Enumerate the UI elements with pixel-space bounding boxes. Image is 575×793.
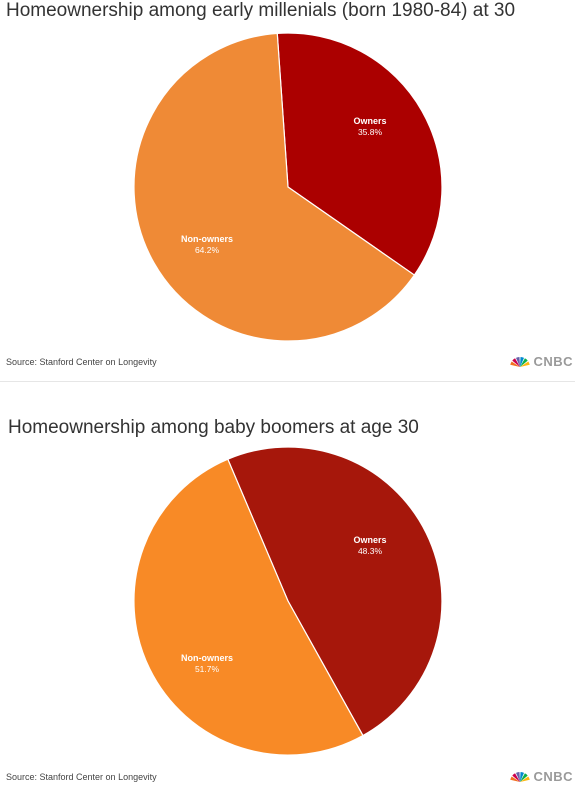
slice-value-label: 64.2% xyxy=(195,245,220,255)
peacock-feather xyxy=(520,361,531,367)
brand-logo: CNBC xyxy=(510,769,573,784)
peacock-feather xyxy=(520,772,525,782)
slice-label: Non-owners xyxy=(181,653,233,663)
chart-panel-boomers: Homeownership among baby boomers at age … xyxy=(0,405,575,793)
brand-logo: CNBC xyxy=(510,354,573,369)
slice-label: Non-owners xyxy=(181,234,233,244)
peacock-icon xyxy=(510,772,531,782)
pie-slice-non-owners xyxy=(133,32,416,342)
peacock-feather xyxy=(520,776,531,782)
peacock-feather xyxy=(512,773,521,782)
peacock-feather xyxy=(516,772,521,782)
slice-label: Owners xyxy=(353,535,386,545)
chart-title: Homeownership among early millenials (bo… xyxy=(6,0,516,21)
peacock-feather xyxy=(520,358,529,367)
slice-label: Owners xyxy=(353,116,386,126)
brand-name: CNBC xyxy=(533,769,573,784)
pie-slice-owners xyxy=(276,32,443,276)
chart-panel-millenials: Homeownership among early millenials (bo… xyxy=(0,0,575,380)
divider xyxy=(0,381,575,382)
peacock-icon xyxy=(510,357,531,367)
peacock-feather xyxy=(510,361,521,367)
peacock-feather xyxy=(520,773,529,782)
peacock-feather xyxy=(516,357,521,367)
source-note: Source: Stanford Center on Longevity xyxy=(6,772,157,782)
peacock-feather xyxy=(510,776,521,782)
chart-title: Homeownership among baby boomers at age … xyxy=(8,417,419,438)
slice-value-label: 48.3% xyxy=(358,546,383,556)
peacock-feather xyxy=(520,357,525,367)
slice-value-label: 35.8% xyxy=(358,127,383,137)
source-note: Source: Stanford Center on Longevity xyxy=(6,357,157,367)
slice-value-label: 51.7% xyxy=(195,664,220,674)
pie-slice-owners xyxy=(227,446,443,737)
peacock-feather xyxy=(512,358,521,367)
brand-name: CNBC xyxy=(533,354,573,369)
pie-slice-non-owners xyxy=(133,458,364,756)
